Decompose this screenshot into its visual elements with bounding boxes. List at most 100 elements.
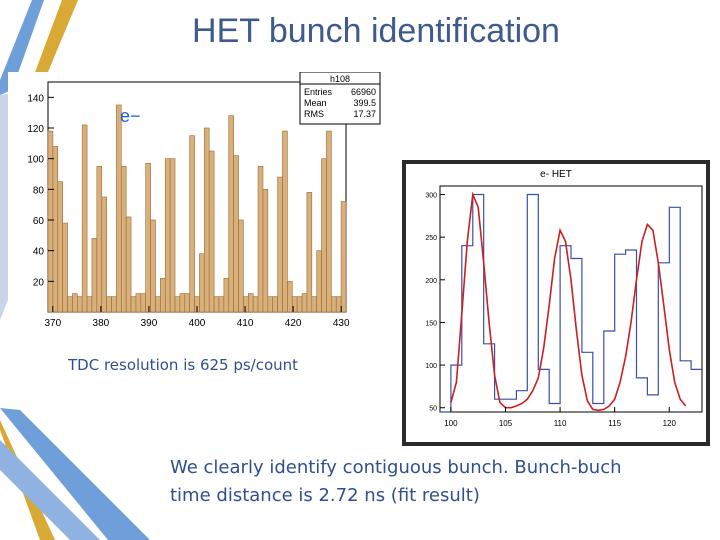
histogram-bar xyxy=(277,176,283,313)
x-tick-label: 100 xyxy=(444,419,458,428)
histogram-bar xyxy=(125,216,132,313)
histogram-bar xyxy=(145,162,151,313)
y-tick-label: 140 xyxy=(27,93,44,104)
conclusion-line-1: We clearly identify contiguous bunch. Bu… xyxy=(170,457,622,478)
stats-value: 399.5 xyxy=(353,98,376,108)
histogram-bar xyxy=(135,293,142,313)
histogram-bar xyxy=(184,293,190,313)
histogram-bar xyxy=(287,281,293,313)
conclusion-text: We clearly identify contiguous bunch. Bu… xyxy=(170,454,710,510)
histogram-bar xyxy=(247,293,254,313)
stats-value: 17.37 xyxy=(353,109,376,119)
tdc-histogram: 370 380 390 400 410 420 430 20 40 60 80 100 120 140 e−… xyxy=(27,72,381,329)
histogram-bar xyxy=(282,130,288,313)
histogram-bar xyxy=(272,296,278,313)
histogram-bar xyxy=(189,135,195,313)
histogram-bar xyxy=(130,296,137,313)
histogram-bar xyxy=(91,238,98,313)
y-tick-label: 300 xyxy=(425,193,437,200)
histogram-bar xyxy=(340,201,347,313)
histogram-bar xyxy=(306,192,313,313)
histogram-bar xyxy=(228,115,234,313)
histogram-bar xyxy=(111,296,117,313)
histogram-bar xyxy=(238,219,244,313)
y-tick-label: 40 xyxy=(33,247,45,258)
histogram-bar xyxy=(199,253,205,313)
histogram-bar xyxy=(72,293,78,313)
histogram-bar xyxy=(233,155,239,313)
x-tick-label: 105 xyxy=(499,419,513,428)
histogram-bar xyxy=(101,196,107,313)
y-tick-label: 250 xyxy=(425,235,437,242)
stats-box: h108 Entries 66960 Mean 399.5 RMS 17.37 xyxy=(299,72,381,125)
step-histogram-line xyxy=(440,193,702,413)
histogram-bar xyxy=(321,158,327,313)
histogram-bar xyxy=(223,277,230,313)
histogram-bar xyxy=(179,293,186,313)
histogram-bar xyxy=(331,296,337,313)
histogram-bar xyxy=(52,146,59,313)
histogram-bar xyxy=(169,158,176,313)
particle-label: e− xyxy=(120,106,141,126)
histogram-bar xyxy=(296,296,303,313)
histogram-bar xyxy=(57,181,63,313)
x-tick-label: 430 xyxy=(333,318,350,329)
stats-label: RMS xyxy=(304,109,324,119)
x-tick-label: 420 xyxy=(285,318,302,329)
histogram-bar xyxy=(77,296,83,313)
y-tick-label: 100 xyxy=(425,363,437,370)
fit-plot-title: e- HET xyxy=(540,169,572,180)
y-tick-label: 20 xyxy=(33,277,45,288)
histogram-bar xyxy=(301,293,308,313)
histogram-bar xyxy=(213,296,220,313)
x-tick-label: 390 xyxy=(141,318,158,329)
tdc-resolution-caption: TDC resolution is 625 ps/count xyxy=(68,356,299,374)
stats-label: Entries xyxy=(304,87,333,97)
histogram-bar xyxy=(96,166,103,313)
y-tick-label: 200 xyxy=(425,278,437,285)
x-tick-label: 110 xyxy=(554,419,567,428)
histogram-bar xyxy=(243,296,249,313)
histogram-bar xyxy=(311,296,317,313)
stats-name: h108 xyxy=(330,74,350,84)
y-tick-label: 60 xyxy=(33,216,45,227)
histogram-bar xyxy=(267,296,274,313)
histogram-bar xyxy=(81,124,88,313)
histogram-bar xyxy=(116,104,122,313)
histogram-bar xyxy=(252,296,259,313)
x-tick-label: 370 xyxy=(44,318,61,329)
histogram-bar xyxy=(106,296,112,313)
histogram-bar xyxy=(67,296,73,313)
stats-box-frame xyxy=(299,72,381,125)
stats-label: Mean xyxy=(304,98,327,108)
histogram-bar xyxy=(174,296,181,313)
slide-title: HET bunch identification xyxy=(192,12,560,50)
histogram-bar xyxy=(326,130,332,313)
x-tick-label: 115 xyxy=(608,419,621,428)
x-tick-label: 410 xyxy=(237,318,254,329)
histogram-bar xyxy=(262,189,269,313)
histogram-bar xyxy=(316,250,322,313)
histogram-bar xyxy=(120,166,127,313)
fit-curve-line xyxy=(450,191,687,412)
histogram-bar xyxy=(335,296,342,313)
y-tick-label: 100 xyxy=(27,155,44,166)
x-tick-label: 400 xyxy=(189,318,206,329)
y-tick-label: 50 xyxy=(429,406,437,413)
histogram-bar xyxy=(150,219,156,313)
conclusion-line-2: time distance is 2.72 ns (fit result) xyxy=(170,485,480,506)
y-tick-label: 80 xyxy=(33,185,45,196)
histogram-bar xyxy=(86,296,93,313)
histogram-bar xyxy=(208,150,215,313)
histogram-bar xyxy=(204,127,210,313)
histogram-bar xyxy=(257,166,264,313)
histogram-bar xyxy=(218,296,225,313)
histogram-panel: 370 380 390 400 410 420 430 20 40 60 80 100 120 140 e−… xyxy=(8,72,384,346)
fit-panel: e- HET 100 105 110 115 120 50 100 150 200 250 300 xyxy=(402,160,710,446)
bunch-fit-plot: e- HET 100 105 110 115 120 50 100 150 200 250 300 xyxy=(406,164,706,442)
histogram-bar xyxy=(155,296,161,313)
histogram-bar xyxy=(160,277,166,313)
x-tick-label: 380 xyxy=(93,318,110,329)
histogram-bar xyxy=(140,293,147,313)
x-tick-label: 120 xyxy=(663,419,677,428)
